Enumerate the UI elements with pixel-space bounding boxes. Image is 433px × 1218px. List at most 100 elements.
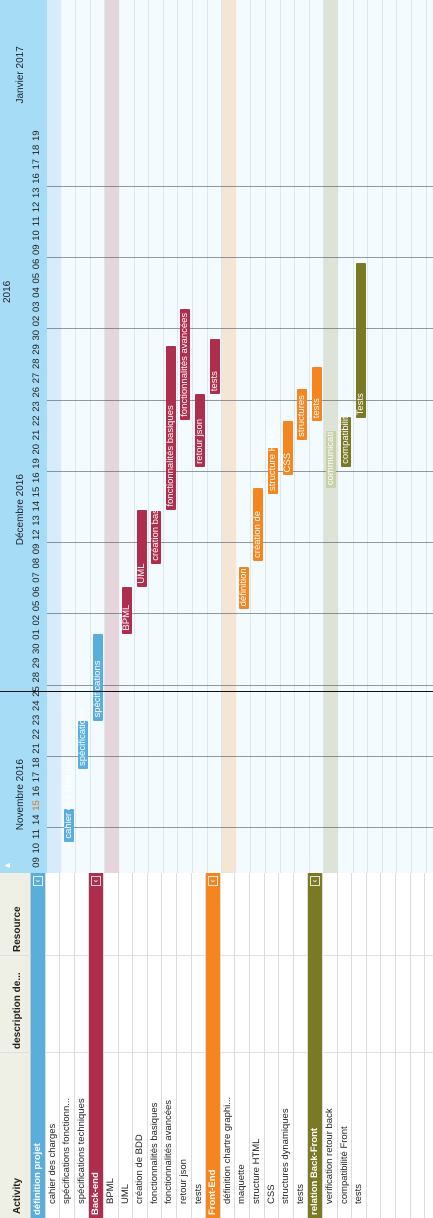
group-row[interactable]: définition projet ‹ [31,873,46,1218]
task-bar-label: création base [150,503,162,561]
task-bar[interactable]: tests [311,367,322,422]
day-label: 15 [31,800,42,811]
collapse-chevron-icon[interactable]: ‹ [310,876,321,886]
day-label: 22 [31,728,42,740]
collapse-chevron-icon[interactable]: ‹ [91,876,102,886]
task-row[interactable]: BPML [104,873,119,1218]
task-bar-label: spécifications [91,660,103,718]
task-bar[interactable]: cahier des charges [63,758,74,842]
task-row[interactable]: maquette [235,873,250,1218]
week-separator [47,328,433,330]
task-row[interactable]: cahier des charges [45,873,61,1218]
task-row[interactable]: tests [293,873,309,1218]
week-separator [47,399,433,401]
task-bar-label: Tests [354,393,366,416]
empty-row [425,873,433,1218]
activity-grid: Activity description de... Resource défi… [0,873,433,1218]
day-label: 04 [31,287,42,298]
resource-column-header[interactable]: Resource [0,873,31,956]
task-bar-label: fonctionnalités avancées [179,312,191,417]
task-row[interactable]: tests [191,873,207,1218]
task-bar[interactable]: retour json [194,394,205,467]
month-label: Janvier 2017 [15,46,26,104]
day-label: 23 [31,401,42,412]
group-label: définition projet [32,1143,43,1215]
task-bar[interactable]: création base [150,504,162,564]
task-row[interactable]: création de BDD [133,873,148,1218]
task-row[interactable]: structures dynamiques [279,873,294,1218]
task-bar[interactable]: spécifications [91,633,103,721]
day-label: 16 [31,173,42,184]
timeline-row [222,0,237,873]
day-label: 13 [31,515,42,526]
task-bar-label: structure HTML [267,425,278,491]
group-row[interactable]: Front-End ‹ [206,873,221,1218]
timeline-row [309,0,325,873]
task-bar[interactable]: structure HTML [267,425,278,494]
week-separator [47,186,433,187]
task-row[interactable]: tests [352,873,367,1218]
description-column-header[interactable]: description de... [0,956,31,1053]
timeline-row [368,0,383,873]
task-row[interactable]: CSS [264,873,280,1218]
day-label: 18 [31,757,42,769]
day-label: 28 [31,671,42,683]
task-bar[interactable]: UML [136,509,147,587]
timeline-row [178,0,193,873]
task-bar[interactable]: structures [296,388,308,440]
day-label: 08 [31,557,42,569]
task-row[interactable]: UML [118,873,134,1218]
task-label: BPML [105,1178,116,1204]
task-bar[interactable]: Tests [354,263,366,419]
task-bar[interactable]: BPML [121,586,132,634]
month-label: Novembre 2016 [15,759,26,831]
timeline-row [397,0,412,873]
task-bar[interactable]: fonctionnalités basiques [165,345,176,510]
task-row[interactable]: fonctionnalités avancées [162,873,177,1218]
activity-column-header[interactable]: Activity [0,1053,31,1218]
task-bar[interactable]: création de [252,488,264,561]
month-label: Décembre 2016 [15,474,26,546]
task-bar[interactable]: définition [238,566,249,610]
scroll-left-icon[interactable]: ▲ [2,861,12,870]
empty-row [410,873,426,1218]
timeline-row [120,0,135,873]
day-label: 17 [31,771,42,783]
task-bar[interactable]: compatibilité [340,411,351,467]
task-row[interactable]: spécifications techniques [74,873,90,1218]
task-row[interactable]: verification retour back [323,873,338,1218]
task-row[interactable]: retour json [177,873,192,1218]
task-row[interactable]: définition chartre graphi... [220,873,236,1218]
collapse-chevron-icon[interactable]: ‹ [208,876,219,886]
day-label: 28 [31,358,42,370]
day-label: 09 [31,857,42,868]
collapse-chevron-icon[interactable]: ‹ [33,876,43,886]
task-bar-label: retour json [194,418,205,464]
task-label: fonctionnalités basiques [148,1102,160,1204]
task-bar[interactable]: CSS [281,421,293,476]
task-bar[interactable]: fonctionnalités avancées [179,308,191,420]
group-row[interactable]: relation Back-Front ‹ [308,873,323,1218]
day-label: 09 [31,244,42,256]
day-label: 21 [31,743,42,754]
task-bar[interactable]: tests [209,338,220,395]
task-row[interactable]: structure HTML [250,873,265,1218]
timeline: ▲ 2016 20 17 Novembre 2016 Décembre 2016 Jan… [0,0,433,873]
day-label: 22 [31,415,42,427]
summary-band[interactable]: communicati [325,431,337,489]
day-label: 16 [31,785,42,797]
task-label: CSS [265,1184,277,1204]
empty-row [366,873,382,1218]
task-row[interactable]: spécifications fonctionn... [60,873,75,1218]
task-row[interactable]: fonctionnalités basiques [147,873,163,1218]
empty-row [396,873,411,1218]
group-row[interactable]: Back-end ‹ [89,873,104,1218]
task-bar[interactable]: spécifications [77,709,89,769]
day-label: 12 [31,529,42,541]
day-label: 12 [31,201,42,213]
day-label: 19 [31,130,42,142]
timeline-row [382,0,398,873]
task-bar-label: CSS [281,452,293,473]
task-row[interactable]: compatibilité Front [337,873,353,1218]
